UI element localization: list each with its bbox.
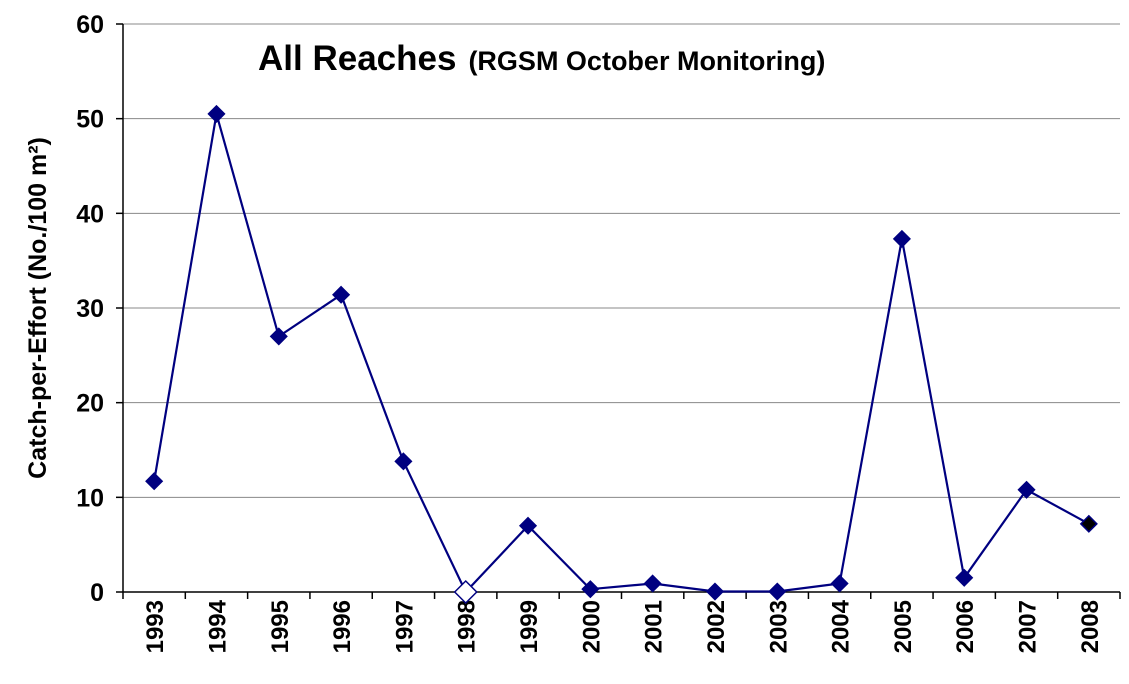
x-tick-label: 1993 — [142, 600, 169, 653]
marker — [955, 568, 974, 587]
marker — [643, 574, 662, 593]
y-tick-label: 10 — [76, 484, 104, 512]
x-tick-label: 2000 — [578, 600, 605, 653]
x-tick-label: 2005 — [890, 600, 917, 653]
x-tick-label: 2003 — [765, 600, 792, 653]
title: All Reaches — [258, 39, 456, 78]
x-tick-label: 2008 — [1077, 600, 1104, 653]
x-tick-label: 1997 — [391, 600, 418, 653]
y-tick-label: 20 — [76, 390, 104, 418]
x-tick-label: 2007 — [1015, 600, 1042, 653]
line — [153, 113, 1090, 594]
chart-title: All Reaches (RGSM October Monitoring) — [258, 39, 825, 78]
marker — [332, 285, 351, 304]
marker — [768, 582, 787, 601]
subtitle: (RGSM October Monitoring) — [468, 46, 825, 76]
y-tick-label: 50 — [76, 106, 104, 134]
x-tick-label: 1994 — [204, 599, 231, 653]
x-tick-label: 2004 — [828, 599, 855, 653]
y-axis-label: Catch-per-Effort (No./100 m²) — [24, 137, 52, 479]
marker — [269, 327, 288, 346]
x-tick-label: 2001 — [641, 600, 668, 653]
y-tick-label: 40 — [76, 200, 104, 228]
x-tick-label: 2006 — [952, 600, 979, 653]
x-tick-label: 1996 — [329, 600, 356, 653]
y-tick-label: 0 — [90, 579, 104, 607]
x-tick-label: 2002 — [703, 600, 730, 653]
y-tick-label: 60 — [76, 11, 104, 39]
marker — [394, 452, 413, 471]
y-tick-label: 30 — [76, 295, 104, 323]
marker — [207, 104, 226, 123]
marker — [705, 582, 725, 601]
marker — [453, 579, 478, 605]
x-tick-label: 1998 — [454, 600, 481, 653]
marker — [145, 472, 164, 491]
marker — [830, 574, 849, 593]
marker — [581, 580, 600, 599]
x-tick-label: 1995 — [267, 600, 294, 653]
marker — [518, 516, 538, 535]
marker — [892, 229, 911, 248]
marker — [1017, 480, 1036, 499]
marker — [1079, 514, 1098, 533]
x-tick-label: 1999 — [516, 600, 543, 653]
